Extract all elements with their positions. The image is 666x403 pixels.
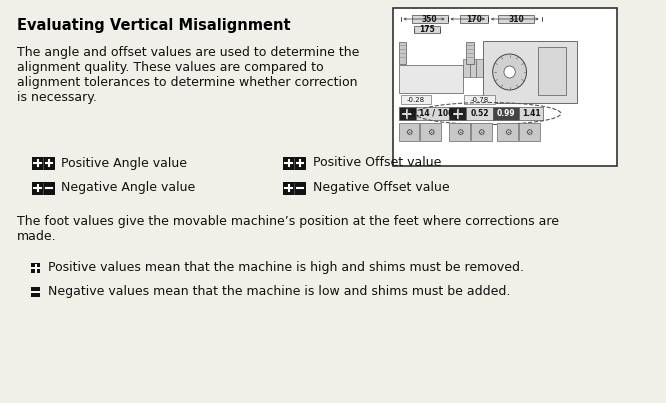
Text: Negative values mean that the machine is low and shims must be added.: Negative values mean that the machine is… [48, 285, 510, 299]
FancyBboxPatch shape [399, 65, 463, 93]
Text: alignment tolerances to determine whether correction: alignment tolerances to determine whethe… [17, 76, 358, 89]
FancyBboxPatch shape [470, 59, 476, 77]
Text: alignment quality. These values are compared to: alignment quality. These values are comp… [17, 61, 324, 74]
Text: is necessary.: is necessary. [17, 91, 97, 104]
FancyBboxPatch shape [416, 107, 450, 120]
Text: 1.41: 1.41 [522, 109, 541, 118]
Text: -0.78: -0.78 [470, 96, 489, 102]
FancyBboxPatch shape [282, 181, 306, 195]
Text: The angle and offset values are used to determine the: The angle and offset values are used to … [17, 46, 359, 59]
Text: Positive Offset value: Positive Offset value [313, 156, 442, 170]
FancyBboxPatch shape [450, 107, 466, 120]
FancyBboxPatch shape [420, 123, 441, 141]
Text: 175: 175 [419, 25, 435, 34]
Text: Evaluating Vertical Misalignment: Evaluating Vertical Misalignment [17, 18, 290, 33]
Text: ⚙: ⚙ [478, 127, 485, 137]
FancyBboxPatch shape [460, 15, 488, 23]
FancyBboxPatch shape [484, 41, 577, 103]
Text: made.: made. [17, 230, 57, 243]
FancyBboxPatch shape [519, 123, 539, 141]
Text: Negative Offset value: Negative Offset value [313, 181, 450, 195]
Text: 0.14 / 100: 0.14 / 100 [412, 109, 454, 118]
FancyBboxPatch shape [393, 8, 617, 166]
Circle shape [493, 54, 527, 90]
FancyBboxPatch shape [476, 59, 484, 77]
FancyBboxPatch shape [466, 107, 493, 120]
Text: ⚙: ⚙ [427, 127, 434, 137]
FancyBboxPatch shape [493, 107, 519, 120]
Text: Positive Angle value: Positive Angle value [61, 156, 187, 170]
FancyBboxPatch shape [31, 287, 41, 297]
FancyBboxPatch shape [32, 156, 55, 170]
FancyBboxPatch shape [463, 59, 470, 77]
FancyBboxPatch shape [31, 263, 41, 273]
Text: Positive values mean that the machine is high and shims must be removed.: Positive values mean that the machine is… [48, 262, 524, 274]
FancyBboxPatch shape [464, 95, 495, 104]
Text: ⚙: ⚙ [405, 127, 413, 137]
Text: ⚙: ⚙ [456, 127, 464, 137]
Text: ⚙: ⚙ [525, 127, 533, 137]
FancyBboxPatch shape [519, 107, 543, 120]
Text: 170: 170 [466, 15, 482, 23]
FancyBboxPatch shape [466, 42, 474, 64]
Text: The foot values give the movable machine’s position at the feet where correction: The foot values give the movable machine… [17, 215, 559, 228]
FancyBboxPatch shape [538, 47, 566, 95]
FancyBboxPatch shape [414, 26, 440, 33]
Text: 0.99: 0.99 [497, 109, 515, 118]
FancyBboxPatch shape [471, 123, 492, 141]
FancyBboxPatch shape [412, 15, 448, 23]
FancyBboxPatch shape [450, 123, 470, 141]
FancyBboxPatch shape [32, 181, 55, 195]
FancyBboxPatch shape [282, 156, 306, 170]
Text: ⚙: ⚙ [504, 127, 511, 137]
Text: -0.28: -0.28 [406, 96, 425, 102]
FancyBboxPatch shape [498, 15, 534, 23]
Text: Negative Angle value: Negative Angle value [61, 181, 195, 195]
FancyBboxPatch shape [498, 123, 518, 141]
Circle shape [504, 66, 515, 78]
FancyBboxPatch shape [400, 95, 431, 104]
FancyBboxPatch shape [399, 107, 416, 120]
Text: 350: 350 [422, 15, 438, 23]
Text: 310: 310 [508, 15, 524, 23]
Text: 0.52: 0.52 [470, 109, 489, 118]
FancyBboxPatch shape [399, 123, 420, 141]
FancyBboxPatch shape [399, 42, 406, 64]
